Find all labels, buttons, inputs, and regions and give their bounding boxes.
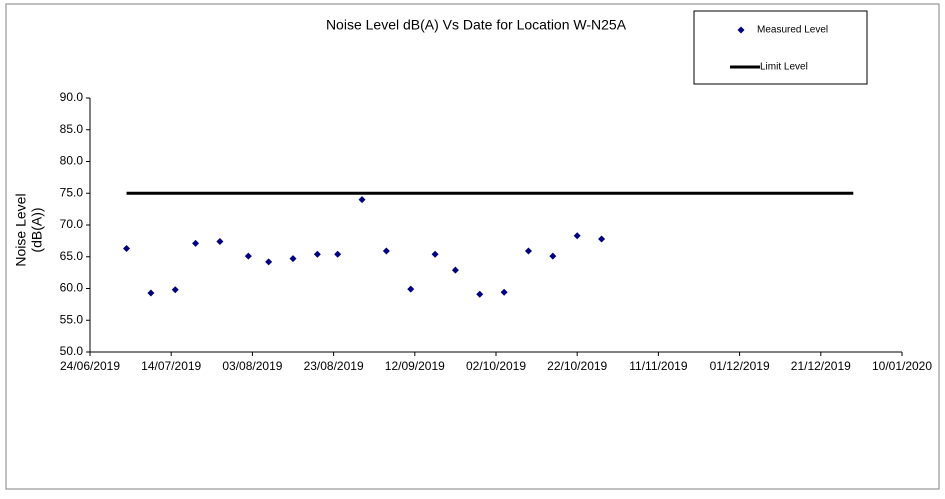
data-point <box>431 250 439 258</box>
x-tick-label: 23/08/2019 <box>304 359 364 373</box>
y-tick-label: 60.0 <box>60 281 84 295</box>
data-point <box>123 244 131 252</box>
x-tick-label: 21/12/2019 <box>791 359 851 373</box>
data-point <box>313 250 321 258</box>
y-tick-label: 75.0 <box>60 185 84 199</box>
y-tick-label: 85.0 <box>60 122 84 136</box>
x-tick-label: 11/11/2019 <box>629 359 688 373</box>
data-point <box>549 252 557 260</box>
y-tick-label: 50.0 <box>60 344 84 358</box>
x-tick-label: 03/08/2019 <box>222 359 282 373</box>
y-axis-label: (dB(A)) <box>29 207 45 252</box>
data-point <box>171 286 179 294</box>
y-tick-label: 90.0 <box>60 90 84 104</box>
data-point <box>334 250 342 258</box>
data-point <box>500 288 508 296</box>
y-tick-label: 65.0 <box>60 249 84 263</box>
data-point <box>524 247 532 255</box>
y-tick-label: 70.0 <box>60 217 84 231</box>
y-tick-label: 55.0 <box>60 312 84 326</box>
x-tick-label: 22/10/2019 <box>547 359 607 373</box>
chart-title: Noise Level dB(A) Vs Date for Location W… <box>326 17 627 33</box>
x-tick-label: 02/10/2019 <box>466 359 526 373</box>
data-point <box>451 266 459 274</box>
legend-box <box>693 10 868 85</box>
legend-swatch <box>737 26 745 34</box>
data-point <box>244 252 252 260</box>
x-tick-label: 01/12/2019 <box>710 359 770 373</box>
x-tick-label: 12/09/2019 <box>385 359 445 373</box>
data-point <box>265 258 273 266</box>
legend-label: Limit Level <box>760 62 808 73</box>
data-point <box>382 247 390 255</box>
legend-label: Measured Level <box>757 25 828 36</box>
data-point <box>407 285 415 293</box>
x-tick-label: 14/07/2019 <box>141 359 201 373</box>
data-point <box>598 235 606 243</box>
data-point <box>358 196 366 204</box>
x-tick-label: 10/01/2020 <box>872 359 932 373</box>
data-point <box>192 239 200 247</box>
data-point <box>573 232 581 240</box>
y-axis-label: Noise Level <box>13 193 29 266</box>
data-point <box>289 255 297 263</box>
x-tick-label: 24/06/2019 <box>60 359 120 373</box>
y-tick-label: 80.0 <box>60 154 84 168</box>
chart-frame <box>5 3 940 490</box>
data-point <box>147 289 155 297</box>
data-point <box>476 290 484 298</box>
data-point <box>216 238 224 246</box>
